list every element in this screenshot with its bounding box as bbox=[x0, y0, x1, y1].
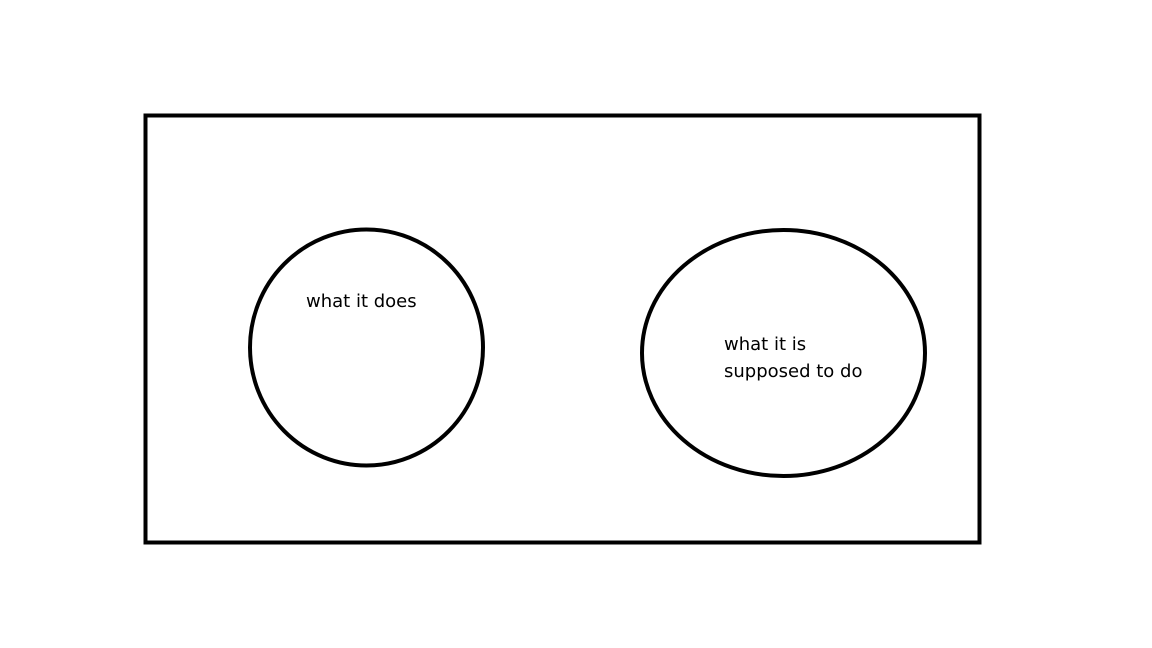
right-circle-label-line1: what it is bbox=[724, 334, 807, 355]
right-circle bbox=[640, 228, 927, 478]
left-circle-label-text: what it does bbox=[306, 291, 417, 312]
left-circle bbox=[248, 227, 485, 468]
left-circle-label: what it does bbox=[306, 288, 417, 315]
right-circle-label: what it is supposed to do bbox=[724, 331, 862, 385]
outer-rectangle bbox=[143, 113, 982, 545]
right-circle-label-line2: supposed to do bbox=[724, 361, 863, 382]
